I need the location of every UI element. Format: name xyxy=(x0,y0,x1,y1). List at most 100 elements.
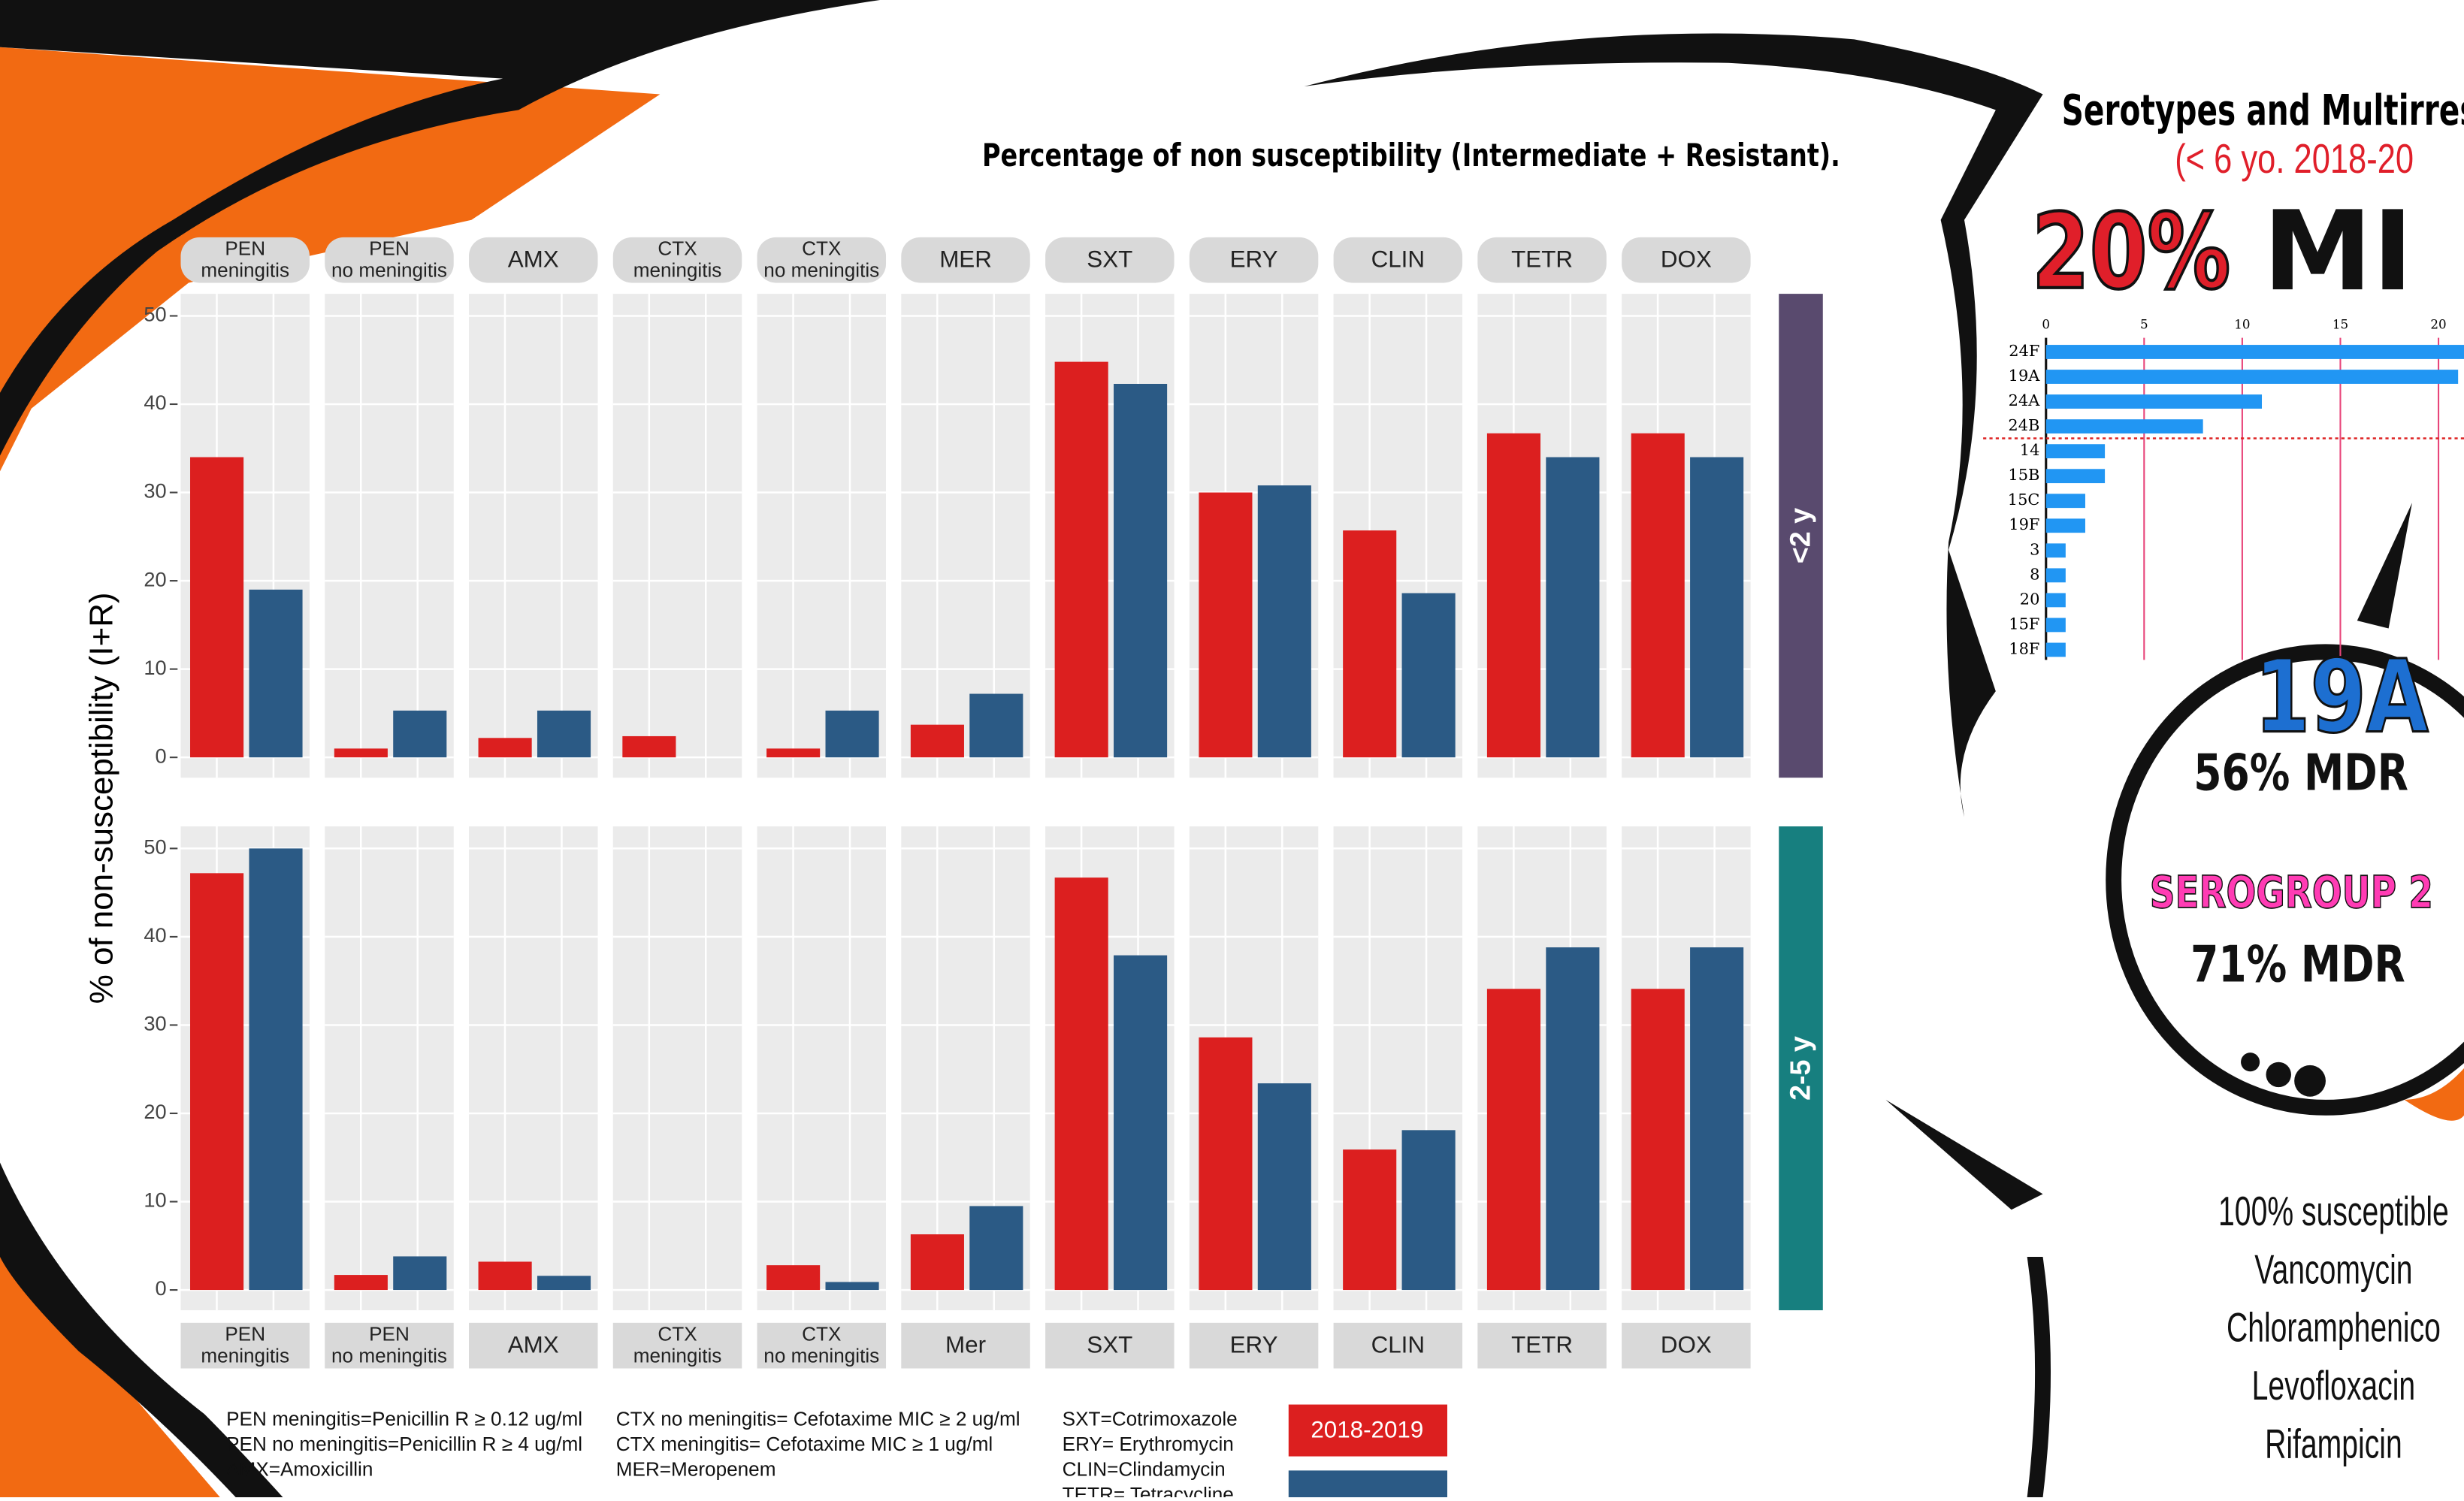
facet-label: no meningitis xyxy=(331,259,447,282)
bar xyxy=(1257,1083,1311,1291)
bubble-outline xyxy=(1304,33,2043,817)
facet-label: CTX xyxy=(802,1322,841,1345)
bar xyxy=(2045,568,2066,583)
susceptible-line: Levofloxacin xyxy=(2252,1364,2416,1409)
facet-strip xyxy=(469,1322,598,1369)
y-tick-label: 20 xyxy=(144,567,166,590)
x-tick-label: 15 xyxy=(2332,316,2348,331)
facet-strip xyxy=(180,237,310,283)
bubble-outline xyxy=(2027,1257,2051,1497)
facet-label: PEN xyxy=(369,1322,410,1345)
y-tick-label: 30 xyxy=(144,1012,166,1035)
bar xyxy=(478,738,532,758)
bar xyxy=(766,1265,821,1291)
bar xyxy=(2045,444,2106,459)
bar xyxy=(910,724,964,758)
facet-panel xyxy=(469,826,598,1311)
faceted-chart: Percentage of non susceptibility (Interm… xyxy=(83,137,1840,1501)
bar xyxy=(334,1275,388,1291)
bar xyxy=(2045,345,2464,359)
facet-strip xyxy=(1477,237,1607,283)
facet-label: CTX xyxy=(658,237,697,259)
bar xyxy=(2045,394,2263,409)
y-tick-label: 30 xyxy=(144,479,166,503)
facet-label: PEN xyxy=(225,237,265,259)
bar xyxy=(825,710,879,758)
facet-strip xyxy=(1333,1322,1463,1369)
facet-label: MER xyxy=(939,246,992,272)
bar xyxy=(1054,361,1108,758)
note: CTX no meningitis= Cefotaxime MIC ≥ 2 ug… xyxy=(616,1407,1020,1430)
facet-panel xyxy=(757,294,887,778)
bar xyxy=(1199,1037,1253,1291)
y-tick-label: 50 xyxy=(144,835,166,859)
y-tick-label: 24B xyxy=(2008,416,2039,434)
facet-panel xyxy=(325,294,454,778)
note: AMX=Amoxicillin xyxy=(226,1457,373,1480)
facet-label: no meningitis xyxy=(763,1345,879,1367)
facet-strip xyxy=(757,1322,887,1369)
s1-pct: 56% MDR xyxy=(2193,744,2408,802)
bar xyxy=(622,735,676,758)
bubble-tail xyxy=(2357,503,2412,629)
panel-strip xyxy=(1779,826,1823,1311)
bar xyxy=(334,748,388,758)
note: CTX meningitis= Cefotaxime MIC ≥ 1 ug/ml xyxy=(616,1433,993,1455)
facet-strip xyxy=(180,1322,310,1369)
orange-area xyxy=(0,1241,220,1497)
bar xyxy=(1199,492,1253,758)
bar xyxy=(1343,530,1397,758)
y-tick-label: 19A xyxy=(2009,367,2041,385)
facet-label: ERY xyxy=(1230,246,1278,272)
bar xyxy=(1401,1130,1456,1291)
facet-strip xyxy=(1622,1322,1751,1369)
bar xyxy=(1257,485,1311,758)
y-tick-label: 15C xyxy=(2008,491,2040,509)
chart-title: Percentage of non susceptibility (Interm… xyxy=(982,137,1840,174)
speech-bubble xyxy=(2106,644,2464,1116)
panel-label: <2 y xyxy=(1785,508,1816,563)
bar xyxy=(1486,989,1541,1291)
bar xyxy=(2045,419,2203,434)
bar xyxy=(1054,877,1108,1291)
bar xyxy=(825,1282,879,1291)
facet-strip xyxy=(1477,1322,1607,1369)
susceptible-line: Vancomycin xyxy=(2254,1247,2412,1293)
s2-pct: 71% MDR xyxy=(2190,936,2405,994)
bar xyxy=(1546,457,1600,758)
bar xyxy=(1546,947,1600,1291)
facet-label: meningitis xyxy=(201,1345,289,1367)
note: SXT=Cotrimoxazole xyxy=(1063,1407,1238,1430)
note: MER=Meropenem xyxy=(616,1457,776,1480)
bar xyxy=(2045,370,2459,384)
big-word: MI xyxy=(2263,187,2413,316)
facet-label: no meningitis xyxy=(763,259,879,282)
bar xyxy=(1114,383,1168,758)
y-axis-label: % of non-susceptibility (I+R) xyxy=(83,592,120,1004)
facet-label: AMX xyxy=(508,1331,559,1358)
facet-strip xyxy=(1333,237,1463,283)
y-tick-label: 20 xyxy=(144,1100,166,1123)
y-tick-label: 3 xyxy=(2030,540,2039,558)
bar xyxy=(1631,433,1685,758)
bar xyxy=(1631,989,1685,1291)
x-tick-label: 0 xyxy=(2042,316,2050,331)
big-pct: 20% xyxy=(2032,192,2230,313)
y-tick-label: 15B xyxy=(2008,466,2039,484)
x-tick-label: 10 xyxy=(2234,316,2250,331)
y-tick-label: 0 xyxy=(156,744,167,767)
bar xyxy=(190,873,244,1291)
y-tick-label: 40 xyxy=(144,923,166,947)
y-tick-label: 20 xyxy=(2020,590,2040,608)
bar xyxy=(478,1261,532,1291)
y-tick-label: 50 xyxy=(144,303,166,326)
panel-label: 2-5 y xyxy=(1785,1036,1816,1101)
facet-label: PEN xyxy=(369,237,410,259)
facet-strip xyxy=(325,237,454,283)
y-tick-label: 19F xyxy=(2009,515,2039,533)
serotype-panel: 0 5 10 15 20 24F 19A 24A 24B 14 15B 15C 19F 3 8 20 15F 18… xyxy=(1983,85,2464,1467)
y-tick-label: 15F xyxy=(2009,615,2039,633)
bar xyxy=(1343,1149,1397,1291)
bar xyxy=(969,1206,1023,1291)
